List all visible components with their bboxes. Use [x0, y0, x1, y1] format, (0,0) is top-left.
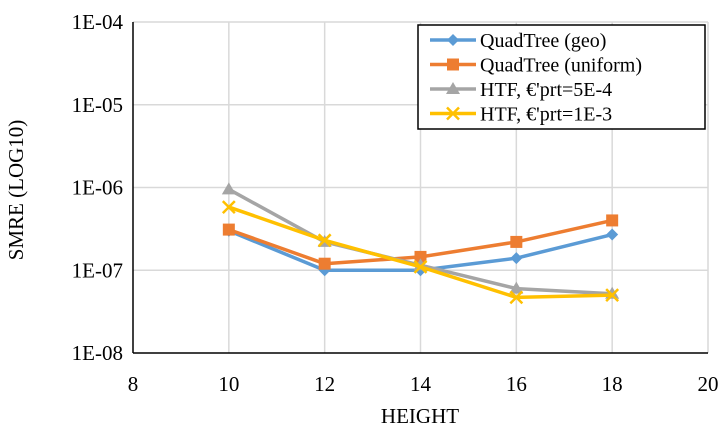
legend-swatch-marker: [446, 106, 460, 121]
legend-item: HTF, €'prt=5E-4: [430, 79, 612, 101]
legend-label: HTF, €'prt=5E-4: [480, 79, 612, 101]
legend-label: QuadTree (geo): [480, 30, 606, 52]
data-point: [510, 235, 523, 248]
data-point: [605, 288, 620, 303]
legend-swatch-marker: [447, 58, 459, 71]
y-tick-label: 1E-05: [72, 93, 123, 117]
legend: QuadTree (geo)QuadTree (uniform)HTF, €'p…: [417, 24, 706, 130]
x-tick-label: 14: [410, 372, 432, 396]
data-point: [413, 259, 428, 274]
data-point: [221, 182, 236, 195]
y-tick-label: 1E-04: [72, 10, 124, 34]
series-2: [222, 214, 619, 270]
y-axis-title: SMRE (LOG10): [4, 120, 28, 261]
y-tick-label: 1E-06: [72, 176, 123, 200]
data-point: [317, 233, 332, 248]
data-point: [414, 250, 427, 263]
x-tick-label: 18: [602, 372, 623, 396]
x-tick-label: 16: [506, 372, 527, 396]
legend-item: HTF, €'prt=1E-3: [430, 104, 612, 126]
x-axis-title: HEIGHT: [381, 404, 459, 428]
data-point: [509, 290, 524, 305]
data-point: [222, 223, 235, 236]
legend-label: QuadTree (uniform): [480, 55, 642, 77]
series-lines: [221, 182, 620, 305]
data-point: [510, 252, 523, 265]
legend-label: HTF, €'prt=1E-3: [480, 104, 612, 126]
data-point: [606, 228, 619, 241]
y-tick-label: 1E-08: [72, 341, 123, 365]
y-tick-label: 1E-07: [72, 258, 123, 282]
x-tick-label: 10: [218, 372, 239, 396]
data-point: [606, 214, 619, 227]
legend-box: [417, 24, 706, 130]
data-point: [509, 281, 524, 294]
plot-frame: [132, 22, 708, 354]
x-axis-ticks: 8 10 12 14 16 18 20: [128, 372, 719, 396]
legend-swatch-marker: [446, 82, 460, 94]
x-tick-label: 20: [698, 372, 719, 396]
legend-item: QuadTree (uniform): [430, 55, 642, 77]
x-tick-label: 12: [314, 372, 335, 396]
series-4: [221, 200, 620, 305]
data-point: [221, 200, 236, 214]
x-tick-label: 8: [128, 372, 139, 396]
y-axis-ticks: 1E-08 1E-07 1E-06 1E-05 1E-04: [72, 10, 124, 365]
data-point: [318, 257, 331, 270]
legend-swatch-marker: [447, 34, 459, 46]
legend-item: QuadTree (geo): [430, 30, 606, 52]
